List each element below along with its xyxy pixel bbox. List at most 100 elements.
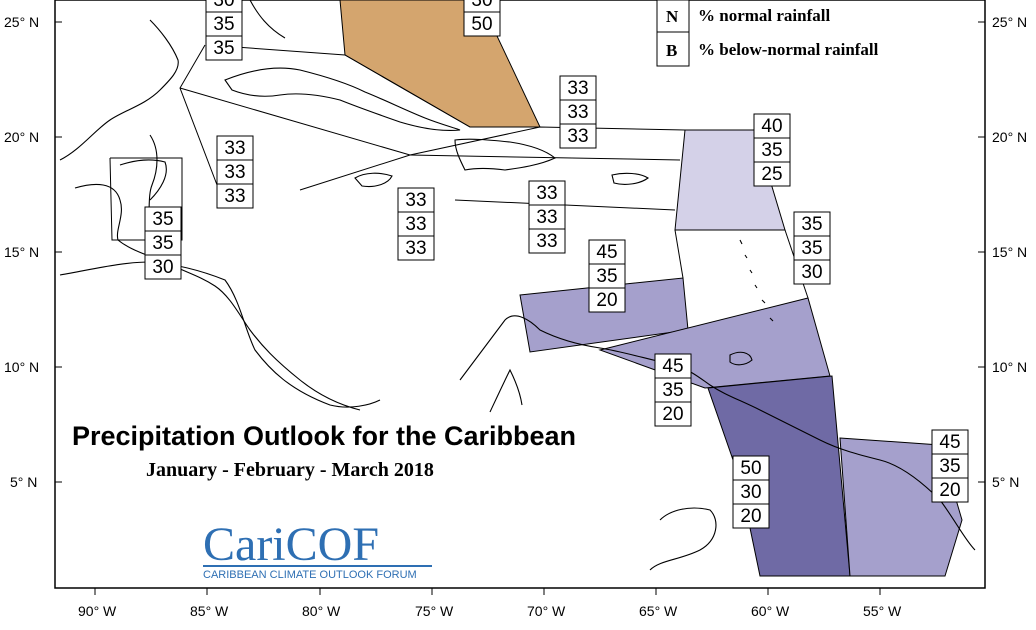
forecast-box-belize: 35 35 30 [144, 206, 182, 280]
forecast-value-hispaniola-0: 33 [536, 183, 557, 204]
forecast-value-hispaniola-1: 33 [536, 207, 557, 228]
lat-label-15-right: 15° N [992, 244, 1027, 260]
forecast-value-trinidad-2: 20 [662, 404, 683, 425]
forecast-value-bahamas-se-1: 50 [471, 14, 492, 35]
forecast-value-central-west-1: 33 [224, 162, 245, 183]
forecast-box-abc-islands: 45 35 20 [588, 239, 626, 313]
forecast-cell-central-west-1 [216, 159, 254, 185]
lat-label-10-right: 10° N [992, 359, 1027, 375]
forecast-value-puerto-rico-0: 33 [567, 78, 588, 99]
map-title: Precipitation Outlook for the Caribbean [72, 421, 576, 451]
forecast-box-central-west: 33 33 33 [216, 135, 254, 209]
forecast-cell-guyana-0 [732, 455, 770, 481]
forecast-cell-jamaica-2 [397, 235, 435, 261]
forecast-box-jamaica: 33 33 33 [397, 187, 435, 261]
caricof-logo: CariCOF CARIBBEAN CLIMATE OUTLOOK FORUM [203, 518, 432, 581]
lon-label-90: 90° W [78, 603, 117, 619]
forecast-cell-suriname-guiana-2 [931, 477, 969, 503]
forecast-cell-leeward-2 [753, 161, 791, 187]
forecast-value-windward-2: 30 [801, 262, 822, 283]
lon-label-75: 75° W [415, 603, 454, 619]
lat-label-10-left: 10° N [4, 359, 39, 375]
forecast-cell-bahamas-nw-2 [205, 35, 243, 61]
forecast-cell-bahamas-nw-1 [205, 11, 243, 37]
forecast-box-guyana: 50 30 20 [732, 455, 770, 529]
legend-key-n: N [666, 7, 679, 26]
forecast-cell-abc-islands-1 [588, 263, 626, 289]
lat-label-5-left: 5° N [10, 474, 37, 490]
forecast-value-jamaica-0: 33 [405, 190, 426, 211]
forecast-cell-guyana-2 [732, 503, 770, 529]
forecast-value-hispaniola-2: 33 [536, 231, 557, 252]
lon-label-60: 60° W [751, 603, 790, 619]
forecast-box-bahamas-nw: 30 35 35 [205, 0, 243, 61]
forecast-cell-puerto-rico-1 [559, 99, 597, 125]
forecast-cell-suriname-guiana-0 [931, 429, 969, 455]
forecast-cell-suriname-guiana-1 [931, 453, 969, 479]
forecast-value-trinidad-1: 35 [662, 380, 683, 401]
forecast-cell-windward-2 [793, 259, 831, 285]
forecast-value-central-west-2: 33 [224, 186, 245, 207]
forecast-value-windward-0: 35 [801, 214, 822, 235]
lon-label-70: 70° W [527, 603, 566, 619]
legend-key-box-n [656, 0, 690, 33]
forecast-value-jamaica-1: 33 [405, 214, 426, 235]
logo-main: CariCOF [203, 518, 379, 571]
forecast-cell-windward-0 [793, 211, 831, 237]
legend-text-n: % normal rainfall [698, 6, 830, 25]
forecast-value-puerto-rico-1: 33 [567, 102, 588, 123]
lon-label-80: 80° W [302, 603, 341, 619]
forecast-value-belize-0: 35 [152, 209, 173, 230]
forecast-box-puerto-rico: 33 33 33 [559, 75, 597, 149]
forecast-box-trinidad: 45 35 20 [654, 353, 692, 427]
forecast-cell-trinidad-0 [654, 353, 692, 379]
map-subtitle: January - February - March 2018 [146, 459, 434, 481]
legend-key-box-b [656, 31, 690, 67]
forecast-value-abc-islands-2: 20 [596, 290, 617, 311]
forecast-cell-leeward-0 [753, 113, 791, 139]
forecast-box-windward: 35 35 30 [793, 211, 831, 285]
forecast-value-leeward-1: 35 [761, 140, 782, 161]
forecast-value-jamaica-2: 33 [405, 238, 426, 259]
forecast-value-abc-islands-1: 35 [596, 266, 617, 287]
forecast-value-abc-islands-0: 45 [596, 242, 617, 263]
forecast-value-suriname-guiana-2: 20 [939, 480, 960, 501]
frame-ticks [55, 21, 985, 595]
forecast-cell-bahamas-se-1 [463, 11, 501, 37]
lat-label-15-left: 15° N [4, 244, 39, 260]
forecast-box-hispaniola: 33 33 33 [528, 180, 566, 254]
lat-label-5-right: 5° N [992, 474, 1019, 490]
forecast-cell-windward-1 [793, 235, 831, 261]
lat-label-20-left: 20° N [4, 129, 39, 145]
forecast-cell-belize-1 [144, 230, 182, 256]
forecast-cell-trinidad-2 [654, 401, 692, 427]
lon-label-65: 65° W [639, 603, 678, 619]
forecast-value-belize-2: 30 [152, 257, 173, 278]
forecast-value-suriname-guiana-1: 35 [939, 456, 960, 477]
legend-key-b: B [666, 41, 677, 60]
forecast-cell-abc-islands-2 [588, 287, 626, 313]
forecast-value-guyana-2: 20 [740, 506, 761, 527]
forecast-box-suriname-guiana: 45 35 20 [931, 429, 969, 503]
forecast-cell-belize-2 [144, 254, 182, 280]
lon-label-55: 55° W [863, 603, 902, 619]
forecast-value-bahamas-nw-2: 35 [213, 38, 234, 59]
forecast-value-belize-1: 35 [152, 233, 173, 254]
lat-label-25-right: 25° N [992, 14, 1027, 30]
forecast-value-leeward-0: 40 [761, 116, 782, 137]
lat-label-20-right: 20° N [992, 129, 1027, 145]
forecast-value-trinidad-0: 45 [662, 356, 683, 377]
legend: N % normal rainfall B % below-normal rai… [656, 0, 879, 67]
forecast-value-leeward-2: 25 [761, 164, 782, 185]
forecast-box-leeward: 40 35 25 [753, 113, 791, 187]
forecast-value-suriname-guiana-0: 45 [939, 432, 960, 453]
logo-sub: CARIBBEAN CLIMATE OUTLOOK FORUM [203, 569, 417, 581]
forecast-value-central-west-0: 33 [224, 138, 245, 159]
forecast-cell-puerto-rico-0 [559, 75, 597, 101]
forecast-cell-central-west-2 [216, 183, 254, 209]
forecast-value-bahamas-nw-0: 30 [213, 0, 234, 11]
forecast-value-windward-1: 35 [801, 238, 822, 259]
lon-label-85: 85° W [190, 603, 229, 619]
